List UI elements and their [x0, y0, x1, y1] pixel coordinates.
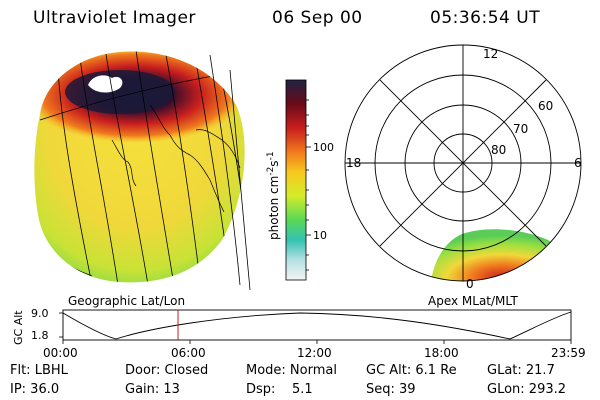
- alt-xtick-0: 00:00: [43, 346, 78, 360]
- alt-ylabel: GC Alt: [12, 310, 25, 345]
- apex-panel-label: Apex MLat/MLT: [428, 294, 518, 308]
- mlat-60-label: 60: [538, 99, 553, 113]
- info-flt: Flt: LBHL: [10, 363, 68, 378]
- info-door: Door: Closed: [125, 363, 209, 378]
- saturated-region: [88, 75, 123, 93]
- mlt-0-label: 0: [466, 277, 474, 291]
- polar-grid: [344, 44, 582, 282]
- alt-ytick-bottom: 1.8: [31, 329, 49, 342]
- altitude-plot: 9.0 1.8 GC Alt 00:00 06:00 12:00 18:00 2…: [12, 307, 586, 360]
- colorbar: [285, 79, 307, 281]
- date-label: 06 Sep 00: [272, 8, 363, 28]
- info-dsp: Dsp: 5.1: [246, 382, 313, 397]
- info-glon: GLon: 293.2: [487, 382, 567, 397]
- polar-plot: 12 18 6 0 60 70 80: [344, 44, 582, 291]
- alt-ytick-top: 9.0: [31, 307, 49, 320]
- mlat-70-label: 70: [513, 122, 528, 136]
- info-gain: Gain: 13: [125, 382, 180, 397]
- info-mode: Mode: Normal: [246, 363, 337, 378]
- alt-xtick-1: 06:00: [171, 346, 206, 360]
- info-seq: Seq: 39: [366, 382, 416, 397]
- mlt-12-label: 12: [483, 47, 498, 61]
- info-glat: GLat: 21.7: [487, 363, 555, 378]
- alt-xtick-4: 23:59: [551, 346, 586, 360]
- geographic-panel-label: Geographic Lat/Lon: [68, 294, 185, 308]
- colorbar-ticks: [306, 99, 311, 271]
- info-gc-alt: GC Alt: 6.1 Re: [366, 363, 457, 378]
- mlt-6-label: 6: [574, 156, 582, 170]
- alt-xtick-2: 12:00: [297, 346, 332, 360]
- altitude-curve: [62, 311, 572, 340]
- info-ip: IP: 36.0: [10, 382, 60, 397]
- time-label: 05:36:54 UT: [430, 8, 541, 28]
- colorbar-unit-label: photon cm-2s-1: [266, 151, 281, 240]
- mlat-80-label: 80: [491, 143, 506, 157]
- geographic-grid: [39, 51, 245, 283]
- mlt-18-label: 18: [346, 156, 361, 170]
- colorbar-tick-100: 100: [313, 141, 334, 154]
- app-title: Ultraviolet Imager: [33, 8, 196, 28]
- alt-xtick-3: 18:00: [424, 346, 459, 360]
- earth-image: [34, 51, 251, 291]
- colorbar-tick-10: 10: [313, 229, 327, 242]
